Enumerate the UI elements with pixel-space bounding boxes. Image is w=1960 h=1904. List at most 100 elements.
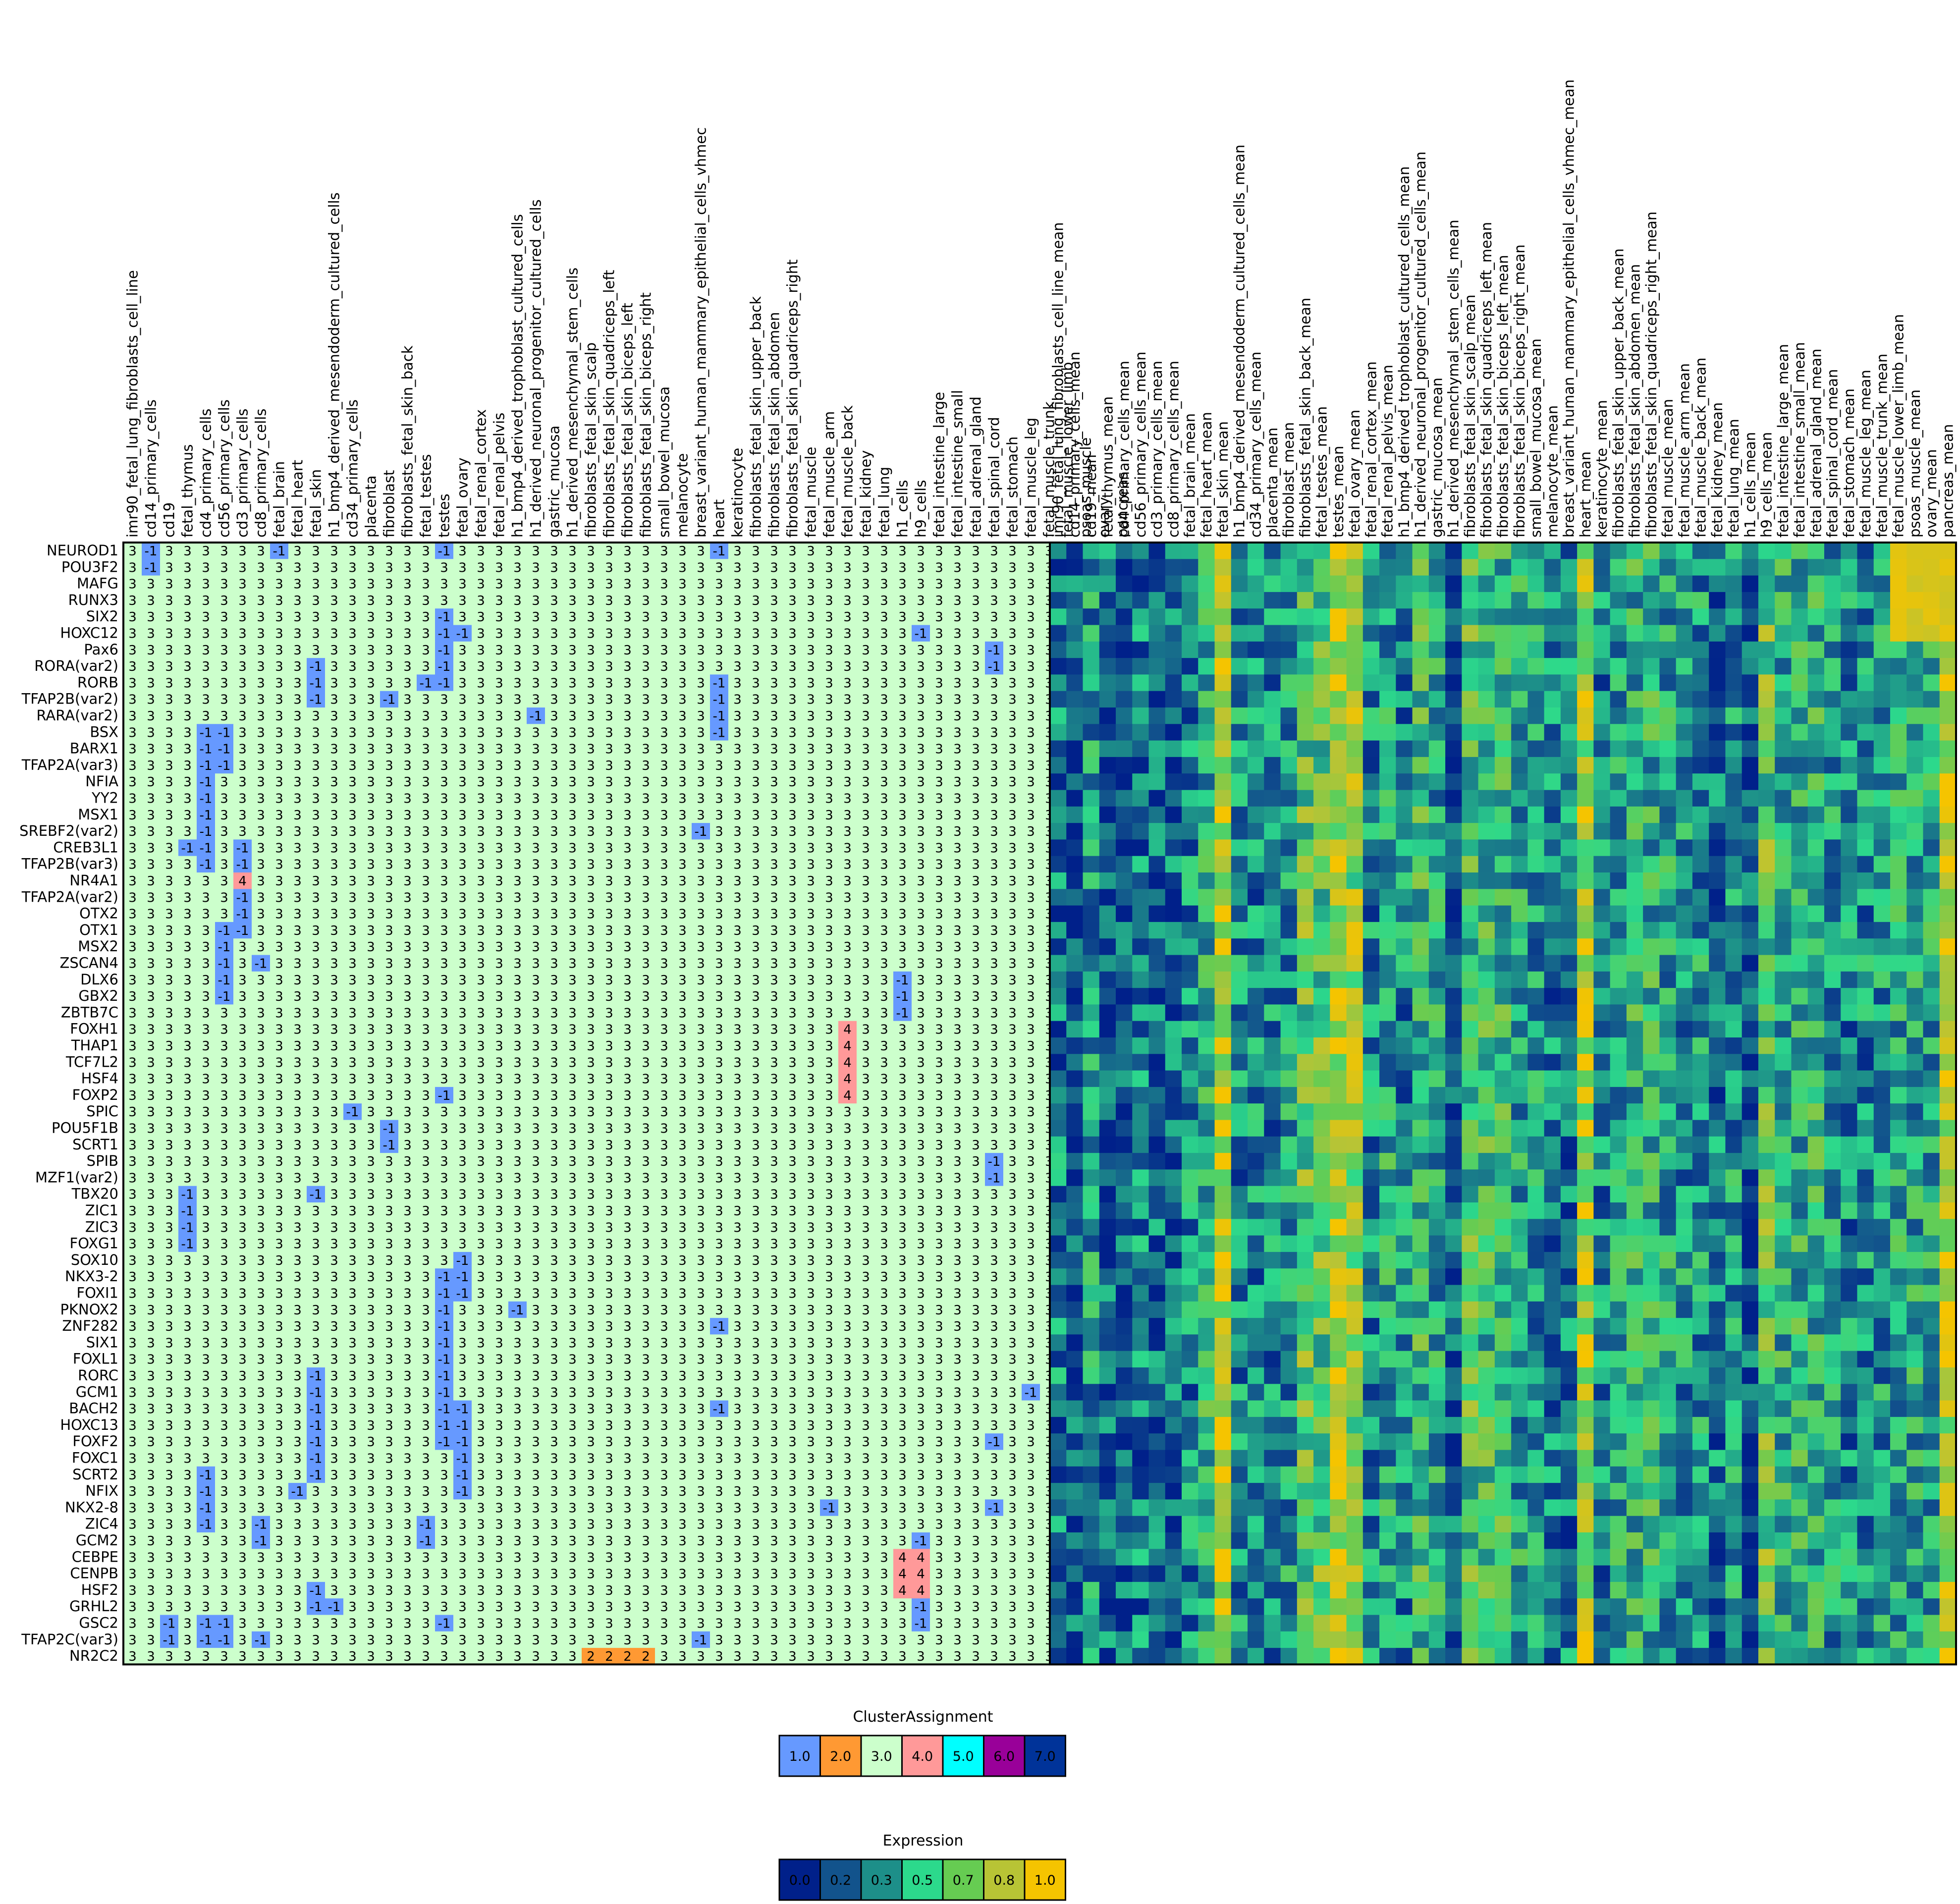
cluster-cell-label: 3 — [165, 610, 173, 625]
cluster-cell-label: 3 — [422, 1204, 430, 1219]
cluster-cell-label: 3 — [605, 808, 613, 823]
cluster-cell-label: 3 — [348, 874, 357, 889]
cluster-cell-label: 3 — [642, 742, 650, 757]
cluster-cell-label: 3 — [788, 1220, 797, 1235]
cluster-cell — [343, 592, 362, 609]
cluster-cell-label: 3 — [935, 1039, 943, 1054]
cluster-cell-label: 3 — [220, 1220, 228, 1235]
cluster-cell-label: 3 — [440, 709, 448, 724]
cluster-cell-label: 3 — [1008, 1270, 1017, 1285]
cluster-cell-label: 3 — [935, 1055, 943, 1070]
cluster-cell-label: 3 — [587, 973, 595, 988]
cluster-cell-label: 3 — [128, 1220, 137, 1235]
cluster-cell-label: -1 — [438, 610, 451, 625]
cluster-cell-label: 3 — [348, 989, 357, 1004]
cluster-cell-label: 3 — [275, 676, 283, 691]
cluster-cell-label: 3 — [917, 1188, 925, 1202]
cluster-cell-label: 3 — [660, 577, 668, 592]
cluster-cell-label: 3 — [917, 693, 925, 707]
cluster-cell-label: 3 — [788, 1055, 797, 1070]
cluster-cell-label: 3 — [605, 626, 613, 641]
cluster-cell-label: 3 — [917, 610, 925, 625]
cluster-cell-label: 3 — [202, 1023, 210, 1037]
cluster-cell-label: 3 — [733, 973, 742, 988]
cluster-cell-label: 3 — [788, 841, 797, 856]
cluster-cell-label: 3 — [532, 1220, 540, 1235]
cluster-cell-label: 3 — [147, 858, 155, 872]
cluster-cell-label: 3 — [660, 1055, 668, 1070]
cluster-cell — [1003, 592, 1022, 609]
cluster-cell-label: 3 — [697, 610, 705, 625]
cluster-cell-label: 3 — [678, 973, 687, 988]
cluster-cell-label: 3 — [678, 659, 687, 674]
cluster-cell — [325, 592, 344, 609]
cluster-cell-label: 3 — [788, 907, 797, 922]
cluster-cell-label: 3 — [587, 725, 595, 740]
cluster-cell — [545, 592, 564, 609]
cluster-cell-label: 3 — [128, 1105, 137, 1120]
cluster-cell — [435, 592, 454, 609]
cluster-cell-label: 3 — [733, 709, 742, 724]
cluster-cell-label: 3 — [403, 1253, 412, 1268]
cluster-cell-label: 3 — [275, 1270, 283, 1285]
cluster-cell-label: 3 — [1027, 594, 1035, 608]
cluster-cell-label: 3 — [898, 659, 907, 674]
cluster-cell-label: 3 — [953, 1072, 962, 1087]
cluster-cell-label: 3 — [275, 626, 283, 641]
cluster-cell-label: 3 — [458, 1220, 467, 1235]
cluster-cell-label: 3 — [733, 940, 742, 955]
cluster-cell-label: 3 — [293, 924, 302, 938]
cluster-cell-label: 3 — [183, 693, 192, 707]
cluster-cell-label: 3 — [880, 1006, 888, 1021]
cluster-cell-label: 3 — [495, 1072, 503, 1087]
cluster-cell-label: 3 — [605, 1023, 613, 1037]
cluster-cell-label: 3 — [238, 594, 247, 608]
cluster-cell-label: 3 — [348, 1088, 357, 1103]
cluster-cell-label: 3 — [348, 693, 357, 707]
cluster-cell-label: 3 — [367, 1237, 375, 1252]
cluster-cell-label: 3 — [238, 1105, 247, 1120]
cluster-cell-label: 3 — [990, 956, 998, 971]
cluster-cell-label: 3 — [605, 1253, 613, 1268]
cluster-cell — [728, 575, 747, 593]
cluster-cell-label: -1 — [346, 1105, 359, 1120]
cluster-cell-label: 3 — [183, 577, 192, 592]
cluster-cell — [508, 592, 527, 609]
cluster-cell — [710, 543, 729, 559]
cluster-cell-label: 3 — [477, 824, 485, 839]
cluster-cell-label: 3 — [312, 890, 320, 905]
cluster-cell-label: 3 — [275, 824, 283, 839]
cluster-cell-label: 3 — [385, 594, 393, 608]
cluster-cell-label: 3 — [990, 1006, 998, 1021]
cluster-cell-label: 3 — [495, 610, 503, 625]
cluster-cell-label: 3 — [605, 1188, 613, 1202]
cluster-cell-label: 3 — [990, 1088, 998, 1103]
cluster-cell-label: 3 — [458, 824, 467, 839]
cluster-cell-label: 3 — [770, 1204, 778, 1219]
cluster-cell-label: 3 — [568, 1105, 577, 1120]
cluster-cell-label: 3 — [238, 940, 247, 955]
cluster-cell-label: 3 — [825, 1138, 833, 1153]
cluster-cell — [472, 543, 490, 559]
cluster-cell-label: 3 — [788, 626, 797, 641]
cluster-cell-label: 3 — [642, 659, 650, 674]
cluster-cell-label: 3 — [220, 808, 228, 823]
cluster-cell-label: 3 — [495, 824, 503, 839]
cluster-cell-label: 3 — [202, 610, 210, 625]
cluster-cell-label: 3 — [403, 1237, 412, 1252]
cluster-cell-label: 3 — [935, 1023, 943, 1037]
cluster-cell-label: 3 — [367, 1204, 375, 1219]
cluster-cell-label: 3 — [807, 610, 815, 625]
cluster-cell-label: 3 — [385, 1171, 393, 1186]
cluster-cell-label: 3 — [1008, 956, 1017, 971]
cluster-cell-label: 3 — [880, 808, 888, 823]
cluster-cell-label: 3 — [257, 709, 265, 724]
cluster-cell-label: 3 — [642, 924, 650, 938]
cluster-cell-label: 3 — [972, 907, 980, 922]
cluster-cell-label: 3 — [862, 560, 870, 575]
cluster-cell-label: 3 — [953, 973, 962, 988]
cluster-cell — [875, 592, 894, 609]
cluster-cell-label: 3 — [477, 676, 485, 691]
cluster-cell-label: 3 — [990, 1105, 998, 1120]
cluster-cell-label: 3 — [880, 841, 888, 856]
